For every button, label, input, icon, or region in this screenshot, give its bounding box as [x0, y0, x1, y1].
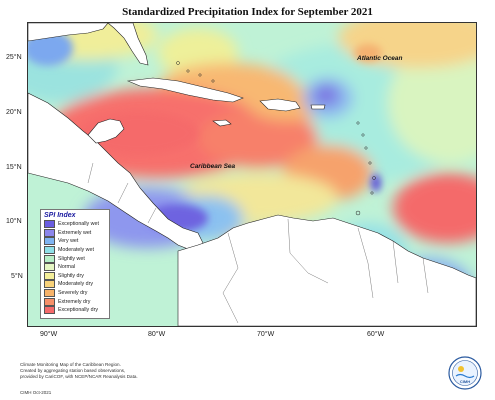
land-cuba — [126, 77, 244, 103]
legend-item: Extremely wet — [44, 228, 106, 238]
border-3 — [357, 227, 374, 299]
lat-tick-15n: 15°N — [6, 164, 22, 171]
island-lesser-antilles-5 — [372, 176, 376, 180]
land-hispaniola — [259, 98, 301, 112]
spi-field-normal-east — [388, 43, 476, 163]
legend-item: Moderately dry — [44, 280, 106, 289]
lon-tick-80w: 80°W — [148, 331, 166, 338]
small-islands — [176, 61, 376, 216]
island-lesser-antilles-2 — [361, 133, 365, 137]
island-trinidad — [355, 210, 361, 216]
border-1 — [222, 232, 239, 324]
island-lesser-antilles-4 — [368, 161, 372, 165]
land-florida — [107, 23, 149, 66]
spi-legend: SPI Index Exceptionally wet Extremely wet… — [40, 209, 110, 319]
legend-label: Slightly dry — [58, 272, 84, 279]
land-mexico-yucatan — [87, 118, 125, 144]
island-lesser-antilles-1 — [356, 121, 360, 125]
legend-label: Extremely wet — [58, 229, 92, 236]
lat-tick-20n: 20°N — [6, 109, 22, 116]
legend-swatch — [44, 280, 55, 289]
lat-tick-25n: 25°N — [6, 54, 22, 61]
island-bahamas-3 — [198, 73, 202, 77]
lat-tick-10n: 10°N — [6, 218, 22, 225]
land-jamaica — [212, 119, 232, 127]
lon-tick-70w: 70°W — [257, 331, 275, 338]
land-outlines — [28, 23, 476, 326]
spi-field-core-exceptionally-wet-martinique — [371, 174, 381, 192]
credit-line-1: Climate Monitoring Map of the Caribbean … — [20, 362, 121, 367]
label-atlantic-ocean: Atlantic Ocean — [357, 55, 403, 62]
legend-swatch — [44, 220, 55, 229]
lon-tick-60w: 60°W — [367, 331, 385, 338]
legend-item: Exceptionally dry — [44, 306, 106, 315]
legend-label: Very wet — [58, 238, 79, 245]
legend-label: Normal — [58, 264, 76, 271]
legend-item: Slightly wet — [44, 254, 106, 263]
label-caribbean-sea: Caribbean Sea — [190, 163, 236, 170]
legend-swatch — [44, 271, 55, 280]
legend-item: Slightly dry — [44, 271, 106, 281]
legend-swatch — [44, 254, 55, 263]
border-6 — [87, 162, 94, 184]
legend-item: Exceptionally wet — [44, 220, 106, 229]
legend-item: Normal — [44, 263, 106, 272]
island-lesser-antilles-6 — [370, 191, 374, 195]
legend-label: Slightly wet — [58, 255, 85, 262]
legend-item: Extremely dry — [44, 297, 106, 306]
border-2 — [287, 218, 329, 284]
land-central-america — [28, 92, 204, 252]
legend-swatch — [44, 306, 55, 315]
credit-line-3: provided by CariCOF, with NCEP/NCAR Rean… — [20, 374, 138, 380]
legend-swatch — [44, 297, 55, 306]
logo-sun-icon — [458, 366, 464, 372]
legend-swatch — [44, 289, 55, 298]
country-borders — [87, 162, 429, 324]
island-bahamas-4 — [211, 79, 215, 83]
legend-swatch — [44, 228, 55, 237]
lon-tick-90w: 90°W — [40, 331, 58, 338]
legend-label: Extremely dry — [58, 298, 91, 305]
legend-label: Severely dry — [58, 290, 88, 297]
legend-item: Very wet — [44, 237, 106, 246]
border-4 — [392, 240, 399, 284]
spi-field-core-dry-atlantic-north — [354, 44, 382, 62]
border-7 — [117, 182, 129, 204]
legend-swatch — [44, 246, 55, 255]
land-puerto-rico — [310, 104, 326, 110]
legend-rows: Exceptionally wet Extremely wet Very wet Mo… — [44, 220, 106, 315]
logo-wave-icon — [455, 373, 475, 379]
island-lesser-antilles-3 — [364, 146, 368, 150]
border-8 — [147, 207, 157, 224]
cimh-logo: CIMH — [448, 356, 482, 390]
map-title: Standardized Precipitation Index for Sep… — [122, 6, 373, 18]
legend-item: Severely dry — [44, 289, 106, 298]
legend-swatch — [44, 263, 55, 272]
lat-tick-5n: 5°N — [11, 273, 23, 280]
legend-swatch — [44, 237, 55, 246]
spi-field-extremely-wet-center — [313, 84, 339, 106]
border-5 — [422, 257, 429, 294]
credit-text: Climate Monitoring Map of the Caribbean … — [20, 362, 138, 381]
legend-item: Moderately wet — [44, 246, 106, 255]
credit-line-2: Created by aggregating station based obs… — [20, 368, 126, 374]
legend-label: Moderately dry — [58, 281, 94, 288]
island-bahamas-1 — [176, 61, 180, 65]
legend-label: Moderately wet — [58, 247, 94, 254]
legend-title: SPI Index — [44, 212, 76, 219]
island-bahamas-2 — [186, 69, 190, 73]
land-us-gulf — [28, 23, 109, 42]
logo-inner-ring — [452, 360, 478, 386]
logo-text: CIMH — [460, 379, 470, 384]
legend-label: Exceptionally dry — [58, 307, 99, 314]
credit-id: CIMH Oct-2021 — [20, 390, 52, 395]
legend-label: Exceptionally wet — [58, 221, 99, 228]
land-south-america — [177, 214, 476, 326]
spi-field-exceptionally-dry-east — [393, 173, 476, 243]
